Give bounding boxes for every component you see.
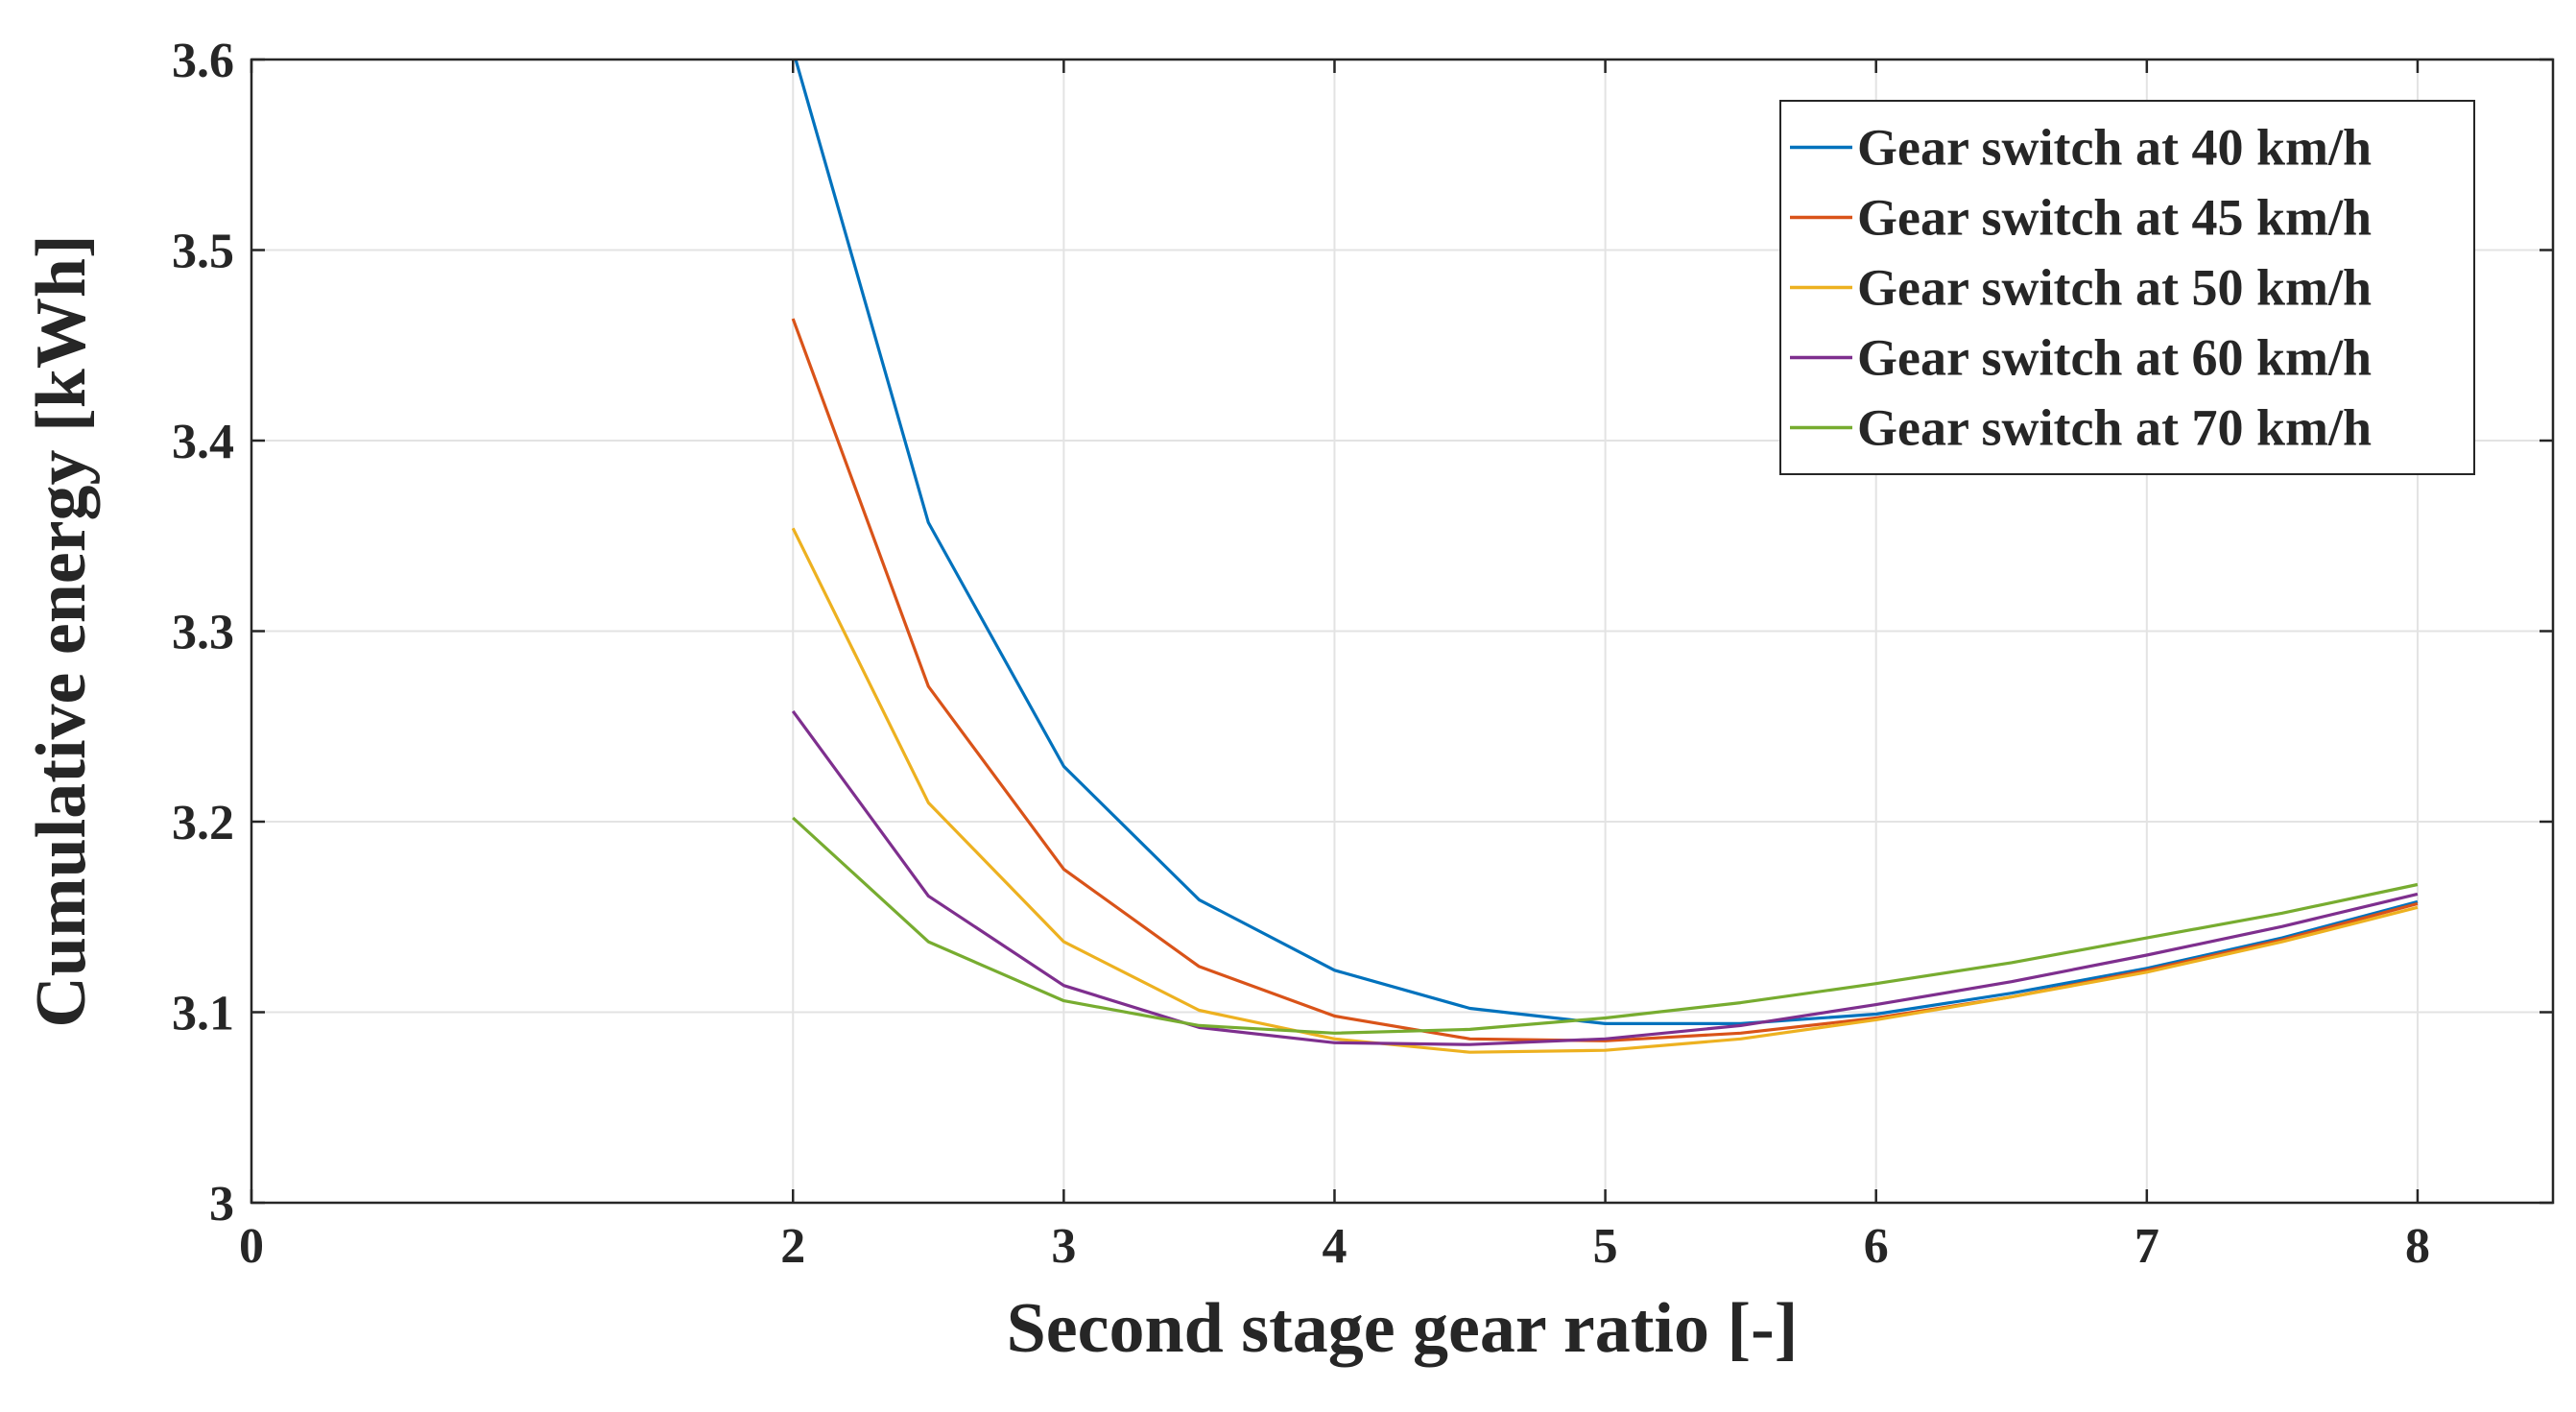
legend-label-1: Gear switch at 40 km/h [1857, 119, 2372, 177]
x-tick-label: 6 [1864, 1219, 1889, 1274]
legend-label-5: Gear switch at 70 km/h [1857, 399, 2372, 457]
x-tick-label: 8 [2405, 1219, 2430, 1274]
x-axis-title: Second stage gear ratio [-] [1007, 1289, 1799, 1368]
y-tick-label: 3.6 [172, 34, 234, 88]
y-tick-label: 3.5 [172, 225, 234, 279]
y-tick-label: 3.4 [172, 415, 234, 469]
x-tick-label: 7 [2135, 1219, 2159, 1274]
legend-label-4: Gear switch at 60 km/h [1857, 329, 2372, 387]
series-line-4 [791, 709, 2419, 1046]
series-line-5 [792, 816, 2419, 1035]
x-tick-label: 3 [1051, 1219, 1076, 1274]
y-tick-label: 3.3 [172, 606, 234, 660]
y-axis-title: Cumulative energy [kWh] [22, 234, 101, 1027]
series-line-2 [791, 318, 2419, 1042]
legend-box [1779, 100, 2475, 475]
x-tick-label: 0 [239, 1219, 264, 1274]
x-tick-label: 5 [1593, 1219, 1618, 1274]
y-tick-label: 3.1 [172, 987, 234, 1041]
legend-label-2: Gear switch at 45 km/h [1857, 189, 2372, 247]
legend-label-3: Gear switch at 50 km/h [1857, 259, 2372, 317]
series-line-3 [791, 527, 2419, 1054]
y-tick-label: 3.2 [172, 796, 234, 850]
y-tick-label: 3 [209, 1177, 234, 1232]
x-tick-label: 4 [1322, 1219, 1347, 1274]
series-line-1 [794, 60, 2419, 1026]
legend: Gear switch at 40 km/h Gear switch at 45 … [1779, 100, 2475, 475]
ticks: 0 2 3 4 5 6 7 8 3 3.1 3.2 3.3 3.4 3.5 3.6 [172, 34, 2553, 1274]
x-tick-label: 2 [780, 1219, 805, 1274]
series-group [791, 60, 2419, 1054]
